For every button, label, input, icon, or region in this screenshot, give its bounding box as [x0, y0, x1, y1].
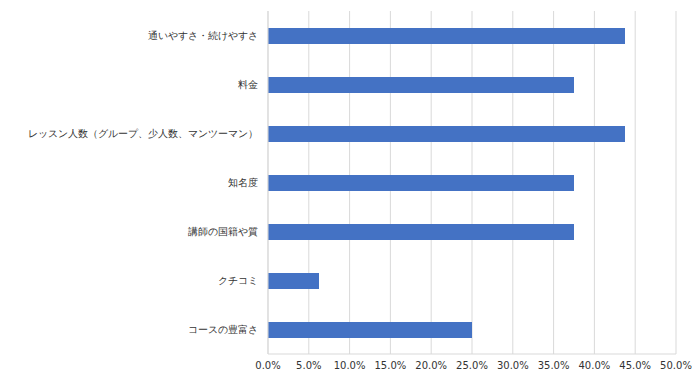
- svg-text:講師の国籍や質: 講師の国籍や質: [188, 226, 258, 237]
- svg-text:レッスン人数（グループ、少人数、マンツーマン）: レッスン人数（グループ、少人数、マンツーマン）: [28, 128, 258, 139]
- svg-text:50.0%: 50.0%: [660, 360, 692, 371]
- svg-text:通いやすさ・続けやすさ: 通いやすさ・続けやすさ: [148, 30, 258, 41]
- svg-text:10.0%: 10.0%: [334, 360, 366, 371]
- svg-text:クチコミ: クチコミ: [218, 275, 258, 286]
- svg-text:0.0%: 0.0%: [255, 360, 280, 371]
- svg-text:20.0%: 20.0%: [415, 360, 447, 371]
- svg-text:40.0%: 40.0%: [579, 360, 611, 371]
- svg-text:30.0%: 30.0%: [497, 360, 529, 371]
- svg-text:5.0%: 5.0%: [296, 360, 321, 371]
- svg-text:25.0%: 25.0%: [456, 360, 488, 371]
- svg-text:45.0%: 45.0%: [619, 360, 651, 371]
- svg-text:料金: 料金: [238, 79, 258, 90]
- svg-text:知名度: 知名度: [228, 177, 258, 188]
- svg-text:コースの豊富さ: コースの豊富さ: [188, 324, 258, 335]
- svg-text:15.0%: 15.0%: [375, 360, 407, 371]
- svg-text:35.0%: 35.0%: [538, 360, 570, 371]
